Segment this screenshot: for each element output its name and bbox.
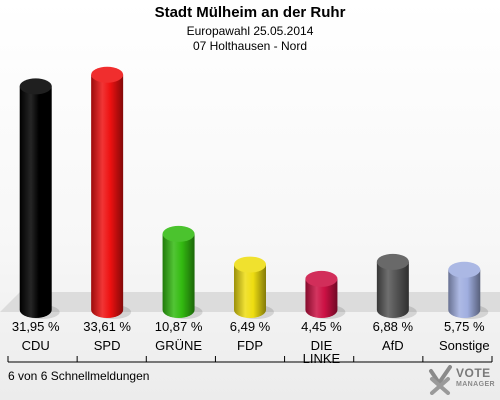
value-label: 10,87 % bbox=[155, 319, 203, 334]
value-label: 6,88 % bbox=[373, 319, 414, 334]
value-label: 6,49 % bbox=[230, 319, 271, 334]
category-label: CDU bbox=[22, 338, 50, 353]
bar-cdu bbox=[19, 78, 60, 319]
bar-die-linke bbox=[305, 270, 346, 319]
category-label: AfD bbox=[382, 338, 404, 353]
footer-status: 6 von 6 Schnellmeldungen bbox=[8, 369, 150, 383]
value-label: 33,61 % bbox=[83, 319, 131, 334]
logo-line1: VOTE bbox=[456, 366, 491, 380]
value-label: 4,45 % bbox=[301, 319, 342, 334]
logo-line2: MANAGER bbox=[456, 381, 495, 388]
value-labels: 31,95 % 33,61 % 10,87 % 6,49 % 4,45 % 6,88 % 5… bbox=[12, 319, 485, 334]
checkmark-x-icon bbox=[429, 365, 452, 395]
category-label: LINKE bbox=[303, 351, 341, 366]
value-label: 31,95 % bbox=[12, 319, 60, 334]
category-label: GRÜNE bbox=[155, 338, 202, 353]
category-label: DIE bbox=[311, 338, 333, 353]
bars bbox=[19, 66, 489, 319]
bar-sonstige bbox=[448, 261, 489, 319]
bar-spd bbox=[91, 66, 132, 319]
bar-grüne bbox=[162, 225, 203, 319]
vote-manager-logo: VOTE MANAGER bbox=[428, 364, 496, 396]
chart-title: Stadt Mülheim an der Ruhr bbox=[154, 4, 346, 21]
category-label: FDP bbox=[237, 338, 263, 353]
value-label: 5,75 % bbox=[444, 319, 485, 334]
category-label: Sonstige bbox=[439, 338, 490, 353]
bar-fdp bbox=[234, 256, 274, 319]
category-label: SPD bbox=[94, 338, 121, 353]
category-axis bbox=[7, 356, 493, 363]
chart-subtitle: Europawahl 25.05.2014 bbox=[186, 24, 314, 38]
chart-district: 07 Holthausen - Nord bbox=[192, 39, 308, 53]
bar-afd bbox=[376, 253, 417, 319]
